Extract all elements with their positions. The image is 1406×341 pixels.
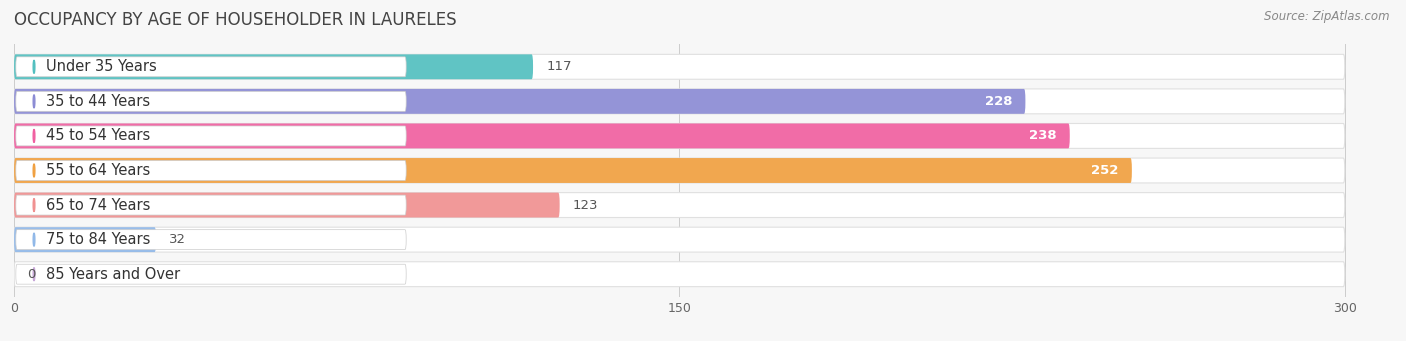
- FancyBboxPatch shape: [14, 193, 1344, 218]
- Text: 0: 0: [27, 268, 35, 281]
- Text: Under 35 Years: Under 35 Years: [46, 59, 156, 74]
- Circle shape: [34, 95, 35, 108]
- Text: 65 to 74 Years: 65 to 74 Years: [46, 197, 150, 212]
- FancyBboxPatch shape: [14, 89, 1025, 114]
- Circle shape: [34, 198, 35, 212]
- FancyBboxPatch shape: [14, 89, 1344, 114]
- Text: 252: 252: [1091, 164, 1119, 177]
- Text: 228: 228: [984, 95, 1012, 108]
- FancyBboxPatch shape: [14, 158, 1344, 183]
- FancyBboxPatch shape: [15, 195, 406, 215]
- Circle shape: [34, 60, 35, 73]
- Text: 45 to 54 Years: 45 to 54 Years: [46, 129, 150, 144]
- Text: 55 to 64 Years: 55 to 64 Years: [46, 163, 150, 178]
- Text: OCCUPANCY BY AGE OF HOUSEHOLDER IN LAURELES: OCCUPANCY BY AGE OF HOUSEHOLDER IN LAURE…: [14, 11, 457, 29]
- FancyBboxPatch shape: [14, 123, 1070, 148]
- FancyBboxPatch shape: [14, 54, 533, 79]
- FancyBboxPatch shape: [14, 158, 1132, 183]
- Text: 238: 238: [1029, 130, 1056, 143]
- Text: 117: 117: [547, 60, 572, 73]
- FancyBboxPatch shape: [15, 161, 406, 180]
- Circle shape: [34, 164, 35, 177]
- FancyBboxPatch shape: [15, 230, 406, 250]
- FancyBboxPatch shape: [14, 123, 1344, 148]
- Circle shape: [34, 129, 35, 143]
- FancyBboxPatch shape: [15, 57, 406, 77]
- FancyBboxPatch shape: [14, 54, 1344, 79]
- Text: 75 to 84 Years: 75 to 84 Years: [46, 232, 150, 247]
- FancyBboxPatch shape: [15, 126, 406, 146]
- Text: 123: 123: [574, 198, 599, 211]
- FancyBboxPatch shape: [14, 193, 560, 218]
- FancyBboxPatch shape: [14, 262, 1344, 287]
- FancyBboxPatch shape: [14, 227, 1344, 252]
- Text: 32: 32: [169, 233, 187, 246]
- Text: 35 to 44 Years: 35 to 44 Years: [46, 94, 150, 109]
- FancyBboxPatch shape: [14, 227, 156, 252]
- Text: 85 Years and Over: 85 Years and Over: [46, 267, 180, 282]
- Text: Source: ZipAtlas.com: Source: ZipAtlas.com: [1264, 10, 1389, 23]
- FancyBboxPatch shape: [15, 91, 406, 111]
- Circle shape: [34, 233, 35, 246]
- FancyBboxPatch shape: [15, 264, 406, 284]
- Circle shape: [34, 268, 35, 281]
